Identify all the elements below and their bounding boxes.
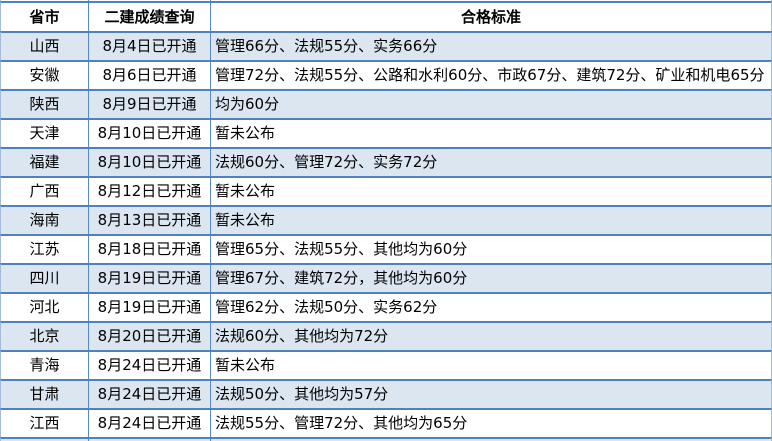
table-row: 海南 8月13日已开通 暂未公布 (0, 205, 772, 234)
cell-query-status: 8月12日已开通 (88, 178, 210, 205)
partial-cell (1, 0, 88, 1)
table-row: 河北 8月19日已开通 管理62分、法规50分、实务62分 (0, 292, 772, 321)
cell-province: 四川 (29, 269, 60, 287)
table-row: 山西 8月4日已开通 管理66分、法规55分、实务66分 (0, 31, 772, 60)
cell-standard: 暂未公布 (210, 178, 771, 205)
cell-standard: 管理67分、建筑72分，其他均为60分 (210, 265, 771, 292)
table-row: 北京 8月20日已开通 法规60分、其他均为72分 (0, 321, 772, 350)
table-row: 福建 8月10日已开通 法规60分、管理72分、实务72分 (0, 147, 772, 176)
cell-province: 江西 (29, 414, 60, 432)
partial-cell (88, 439, 210, 441)
cell-province: 天津 (29, 124, 60, 142)
cell-province: 河北 (29, 298, 60, 316)
cell-query-status: 8月24日已开通 (88, 352, 210, 379)
cell-query-status: 8月4日已开通 (88, 33, 210, 60)
table-row: 甘肃 8月24日已开通 法规50分、其他均为57分 (0, 379, 772, 408)
cell-query-status: 8月6日已开通 (88, 62, 210, 89)
cell-standard: 管理65分、法规55分、其他均为60分 (210, 236, 771, 263)
table-row: 四川 8月19日已开通 管理67分、建筑72分，其他均为60分 (0, 263, 772, 292)
cell-standard: 暂未公布 (210, 352, 771, 379)
cell-standard: 法规60分、管理72分、实务72分 (210, 149, 771, 176)
table-row: 广西 8月12日已开通 暂未公布 (0, 176, 772, 205)
table-row: 安徽 8月6日已开通 管理72分、法规55分、公路和水利60分、市政67分、建筑… (0, 60, 772, 89)
cell-query-status: 8月24日已开通 (88, 410, 210, 437)
cell-standard: 暂未公布 (210, 120, 771, 147)
cell-standard: 管理62分、法规50分、实务62分 (210, 294, 771, 321)
cell-query-status: 8月10日已开通 (88, 149, 210, 176)
cell-query-status: 8月9日已开通 (88, 91, 210, 118)
cell-query-status: 8月19日已开通 (88, 265, 210, 292)
cell-standard: 均为60分 (210, 91, 771, 118)
cell-province: 广西 (29, 182, 60, 200)
table-row: 江西 8月24日已开通 法规55分、管理72分、其他均为65分 (0, 408, 772, 437)
cell-province: 甘肃 (29, 385, 60, 403)
cell-standard: 暂未公布 (210, 207, 771, 234)
header-cell-standard: 合格标准 (210, 3, 771, 31)
table-row: 陕西 8月9日已开通 均为60分 (0, 89, 772, 118)
partial-row-top (0, 0, 772, 1)
cell-standard: 法规60分、其他均为72分 (210, 323, 771, 350)
cell-province: 江苏 (29, 240, 60, 258)
partial-cell (210, 439, 771, 441)
cell-province: 北京 (29, 327, 60, 345)
header-cell-province: 省市 (29, 7, 60, 26)
cell-query-status: 8月13日已开通 (88, 207, 210, 234)
cell-query-status: 8月19日已开通 (88, 294, 210, 321)
table-row: 天津 8月10日已开通 暂未公布 (0, 118, 772, 147)
cell-province: 陕西 (29, 95, 60, 113)
cell-standard: 法规50分、其他均为57分 (210, 381, 771, 408)
table-body: 山西 8月4日已开通 管理66分、法规55分、实务66分 安徽 8月6日已开通 … (0, 31, 772, 437)
cell-province: 海南 (29, 211, 60, 229)
cell-province: 山西 (29, 37, 60, 55)
table-row: 江苏 8月18日已开通 管理65分、法规55分、其他均为60分 (0, 234, 772, 263)
cell-province: 青海 (29, 356, 60, 374)
cell-standard: 管理66分、法规55分、实务66分 (210, 33, 771, 60)
cell-standard: 法规55分、管理72分、其他均为65分 (210, 410, 771, 437)
header-cell-query-status: 二建成绩查询 (88, 3, 210, 31)
cell-province: 福建 (29, 153, 60, 171)
cell-query-status: 8月18日已开通 (88, 236, 210, 263)
cell-standard: 管理72分、法规55分、公路和水利60分、市政67分、建筑72分、矿业和机电65… (210, 62, 771, 89)
cell-query-status: 8月24日已开通 (88, 381, 210, 408)
partial-cell (210, 0, 771, 1)
partial-cell (88, 0, 210, 1)
cell-query-status: 8月20日已开通 (88, 323, 210, 350)
table-header-row: 省市 二建成绩查询 合格标准 (0, 1, 772, 31)
table-row: 青海 8月24日已开通 暂未公布 (0, 350, 772, 379)
cell-province: 安徽 (29, 66, 60, 84)
partial-row-bottom (0, 437, 772, 441)
cell-query-status: 8月10日已开通 (88, 120, 210, 147)
